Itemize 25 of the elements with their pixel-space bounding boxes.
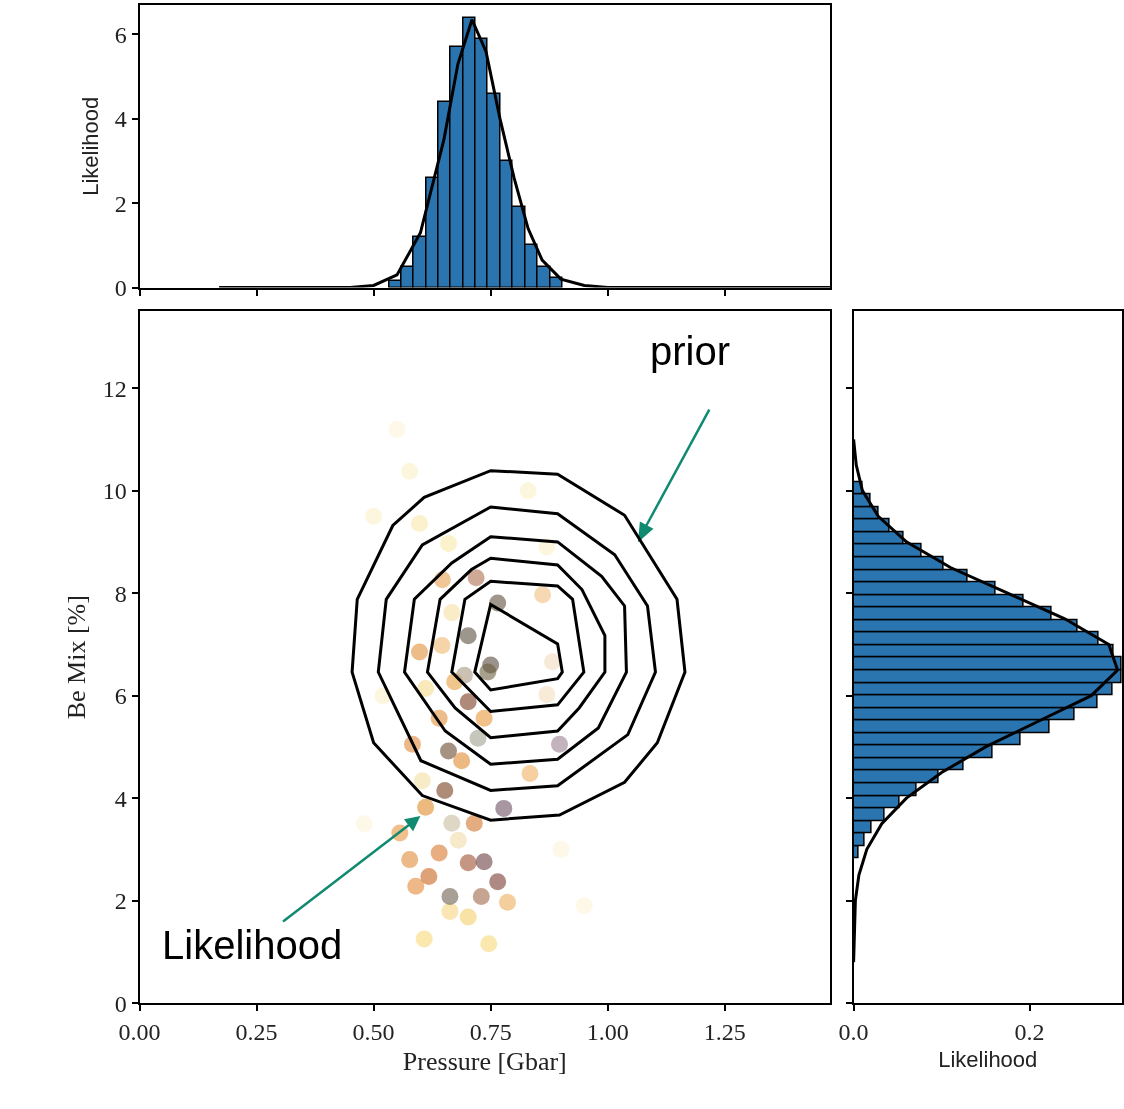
x-tick-label: 0.00 <box>118 1018 161 1045</box>
y-axis-title: Be Mix [%] <box>61 595 91 720</box>
y-tick-label: 8 <box>114 580 127 607</box>
y-axis-title: Likelihood <box>78 96 104 196</box>
y-tick-label: 4 <box>114 785 127 812</box>
x-tick-label: 0.2 <box>1014 1018 1045 1045</box>
annotation: Likelihood <box>162 923 343 967</box>
y-tick-label: 6 <box>114 21 127 48</box>
y-tick-label: 6 <box>114 683 127 710</box>
x-axis-title: Likelihood <box>938 1047 1038 1073</box>
y-tick-label: 10 <box>102 478 127 505</box>
x-tick-label: 0.0 <box>838 1018 869 1045</box>
x-tick-label: 0.50 <box>352 1018 395 1045</box>
x-tick-label: 0.75 <box>469 1018 512 1045</box>
x-tick-label: 1.25 <box>703 1018 746 1045</box>
y-tick-label: 0 <box>114 274 127 301</box>
y-tick-label: 12 <box>102 375 127 402</box>
x-tick-label: 0.25 <box>235 1018 278 1045</box>
x-axis-title: Pressure [Gbar] <box>402 1047 567 1077</box>
y-tick-label: 4 <box>114 106 127 133</box>
x-tick-label: 1.00 <box>586 1018 629 1045</box>
annotation: prior <box>650 329 731 373</box>
y-tick-label: 0 <box>114 990 127 1017</box>
y-tick-label: 2 <box>114 888 127 915</box>
y-tick-label: 2 <box>114 190 127 217</box>
